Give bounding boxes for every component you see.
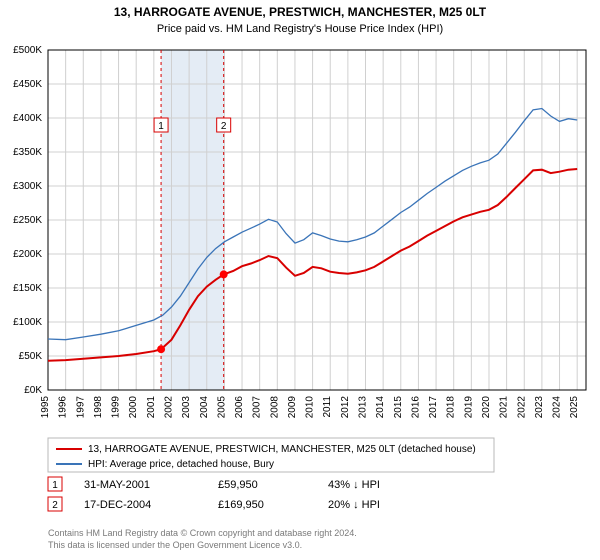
xtick-label: 1998 xyxy=(93,396,104,419)
xtick-label: 2009 xyxy=(287,396,298,419)
ytick-label: £300K xyxy=(13,181,42,192)
price-marker xyxy=(220,270,228,278)
xtick-label: 2003 xyxy=(181,396,192,419)
footnote: Contains HM Land Registry data © Crown c… xyxy=(48,528,357,538)
ytick-label: £250K xyxy=(13,215,42,226)
xtick-label: 2019 xyxy=(463,396,474,419)
xtick-label: 2001 xyxy=(146,396,157,419)
xtick-label: 1999 xyxy=(111,396,122,419)
ytick-label: £500K xyxy=(13,45,42,56)
ytick-label: £400K xyxy=(13,113,42,124)
xtick-label: 2016 xyxy=(410,396,421,419)
xtick-label: 2017 xyxy=(428,396,439,419)
event-row-date: 31-MAY-2001 xyxy=(84,479,150,491)
xtick-label: 2008 xyxy=(269,396,280,419)
ytick-label: £100K xyxy=(13,317,42,328)
xtick-label: 2005 xyxy=(216,396,227,419)
event-row-delta: 43% ↓ HPI xyxy=(328,479,380,491)
xtick-label: 2018 xyxy=(446,396,457,419)
legend-label: 13, HARROGATE AVENUE, PRESTWICH, MANCHES… xyxy=(88,444,476,455)
ytick-label: £450K xyxy=(13,79,42,90)
xtick-label: 2014 xyxy=(375,396,386,419)
ytick-label: £150K xyxy=(13,283,42,294)
xtick-label: 2013 xyxy=(358,396,369,419)
event-row-num: 2 xyxy=(52,500,58,511)
chart-title: 13, HARROGATE AVENUE, PRESTWICH, MANCHES… xyxy=(114,5,487,19)
ytick-label: £50K xyxy=(19,351,43,362)
ytick-label: £200K xyxy=(13,249,42,260)
event-row-delta: 20% ↓ HPI xyxy=(328,499,380,511)
xtick-label: 2004 xyxy=(199,396,210,419)
event-row-date: 17-DEC-2004 xyxy=(84,499,151,511)
price-marker xyxy=(157,345,165,353)
xtick-label: 2010 xyxy=(305,396,316,419)
xtick-label: 2021 xyxy=(499,396,510,419)
xtick-label: 2020 xyxy=(481,396,492,419)
xtick-label: 2002 xyxy=(163,396,174,419)
xtick-label: 2023 xyxy=(534,396,545,419)
legend-label: HPI: Average price, detached house, Bury xyxy=(88,459,274,470)
ytick-label: £350K xyxy=(13,147,42,158)
xtick-label: 2015 xyxy=(393,396,404,419)
event-marker-num: 2 xyxy=(221,121,227,132)
xtick-label: 2000 xyxy=(128,396,139,419)
event-row-price: £169,950 xyxy=(218,499,264,511)
chart-subtitle: Price paid vs. HM Land Registry's House … xyxy=(157,23,443,35)
event-row-price: £59,950 xyxy=(218,479,258,491)
xtick-label: 2007 xyxy=(252,396,263,419)
footnote: This data is licensed under the Open Gov… xyxy=(48,540,302,550)
xtick-label: 2025 xyxy=(569,396,580,419)
xtick-label: 2022 xyxy=(516,396,527,419)
ytick-label: £0K xyxy=(24,385,42,396)
event-marker-num: 1 xyxy=(158,121,164,132)
xtick-label: 2006 xyxy=(234,396,245,419)
xtick-label: 2024 xyxy=(552,396,563,419)
xtick-label: 1997 xyxy=(75,396,86,419)
xtick-label: 2012 xyxy=(340,396,351,419)
xtick-label: 2011 xyxy=(322,396,333,418)
xtick-label: 1996 xyxy=(58,396,69,419)
xtick-label: 1995 xyxy=(40,396,51,419)
event-row-num: 1 xyxy=(52,480,58,491)
